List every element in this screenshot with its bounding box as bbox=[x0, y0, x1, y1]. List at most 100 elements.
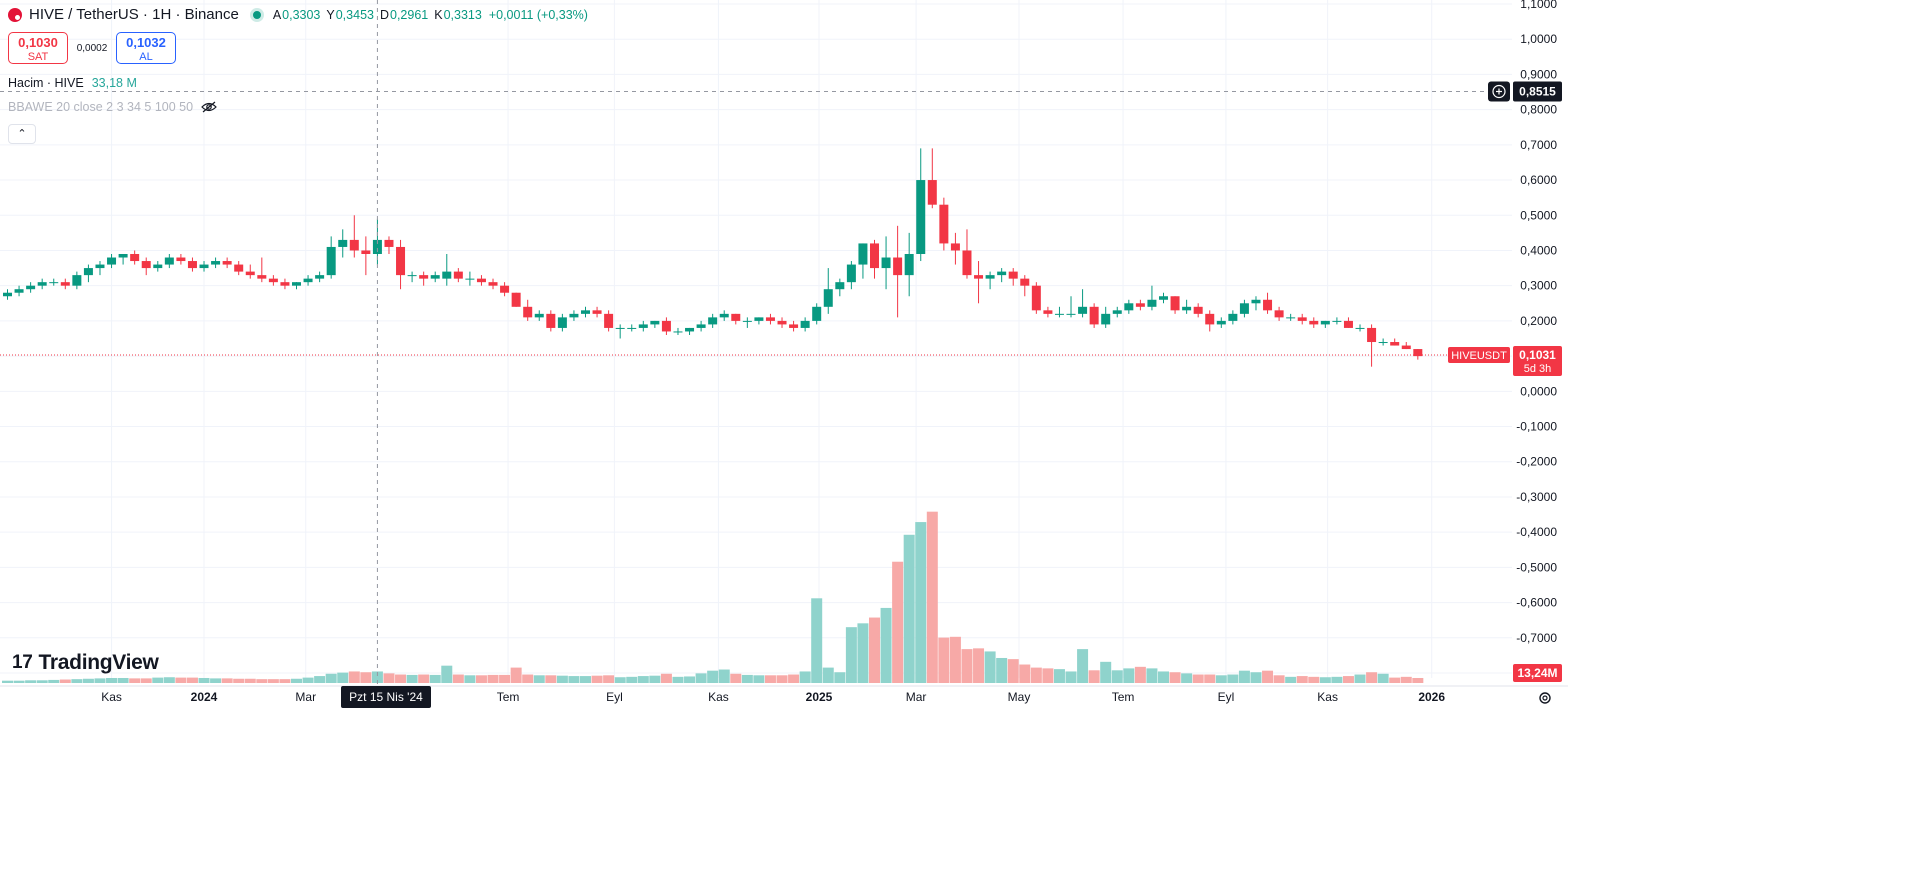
candle-body[interactable] bbox=[141, 261, 151, 269]
candle-body[interactable] bbox=[95, 264, 105, 269]
collapse-legend-button[interactable]: ⌃ bbox=[8, 124, 36, 144]
candle-body[interactable] bbox=[1089, 306, 1099, 325]
candle-body[interactable] bbox=[83, 268, 93, 276]
candle-body[interactable] bbox=[60, 282, 70, 286]
candlestick-chart[interactable]: 1,1000 1,0000 0,9000 0,8000 0,7000 0,6000 0,50… bbox=[0, 0, 1568, 712]
candle-body[interactable] bbox=[615, 327, 625, 329]
candle-body[interactable] bbox=[3, 292, 12, 297]
candle-body[interactable] bbox=[465, 278, 475, 280]
candle-body[interactable] bbox=[708, 317, 718, 325]
candle-body[interactable] bbox=[1390, 342, 1400, 346]
candle-body[interactable] bbox=[719, 313, 729, 318]
candle-body[interactable] bbox=[592, 310, 602, 314]
candle-body[interactable] bbox=[1031, 285, 1041, 311]
candle-body[interactable] bbox=[627, 327, 637, 329]
candle-body[interactable] bbox=[234, 264, 244, 272]
candle-body[interactable] bbox=[974, 275, 984, 279]
candle-body[interactable] bbox=[476, 278, 486, 283]
volume-legend[interactable]: Hacim · HIVE 33,18 M bbox=[8, 76, 137, 90]
candle-body[interactable] bbox=[534, 313, 544, 318]
candle-body[interactable] bbox=[222, 261, 232, 265]
candle-body[interactable] bbox=[1309, 320, 1319, 325]
candle-body[interactable] bbox=[164, 257, 174, 265]
candle-body[interactable] bbox=[372, 239, 382, 254]
candle-body[interactable] bbox=[765, 317, 775, 321]
candle-body[interactable] bbox=[500, 285, 510, 293]
candle-body[interactable] bbox=[26, 285, 36, 290]
candle-body[interactable] bbox=[176, 257, 186, 262]
candle-body[interactable] bbox=[638, 324, 648, 328]
candle-body[interactable] bbox=[211, 261, 221, 265]
tradingview-logo[interactable]: 17 TradingView bbox=[12, 651, 159, 675]
candle-body[interactable] bbox=[1147, 299, 1157, 307]
candle-body[interactable] bbox=[927, 180, 937, 205]
candle-body[interactable] bbox=[511, 292, 521, 307]
candle-body[interactable] bbox=[1205, 313, 1215, 325]
candle-body[interactable] bbox=[754, 317, 764, 321]
candle-body[interactable] bbox=[199, 264, 209, 269]
candle-body[interactable] bbox=[349, 239, 359, 251]
candle-body[interactable] bbox=[604, 313, 614, 328]
candle-body[interactable] bbox=[731, 313, 741, 321]
candle-body[interactable] bbox=[1251, 299, 1261, 304]
candle-body[interactable] bbox=[789, 324, 799, 328]
candle-body[interactable] bbox=[187, 261, 197, 269]
candle-body[interactable] bbox=[661, 320, 671, 332]
candle-body[interactable] bbox=[407, 275, 417, 277]
candle-body[interactable] bbox=[777, 320, 787, 325]
candle-body[interactable] bbox=[742, 320, 752, 322]
candle-body[interactable] bbox=[997, 271, 1007, 276]
candle-body[interactable] bbox=[1112, 310, 1122, 314]
candle-body[interactable] bbox=[546, 313, 556, 328]
candle-body[interactable] bbox=[430, 275, 440, 279]
candle-body[interactable] bbox=[870, 243, 879, 269]
buy-button[interactable]: 0,1032 AL bbox=[116, 32, 176, 64]
candle-body[interactable] bbox=[1367, 327, 1377, 343]
candle-body[interactable] bbox=[1193, 306, 1203, 314]
candle-body[interactable] bbox=[846, 264, 856, 283]
candle-body[interactable] bbox=[893, 257, 903, 276]
candle-body[interactable] bbox=[118, 253, 128, 258]
candle-body[interactable] bbox=[1135, 303, 1145, 307]
candle-body[interactable] bbox=[1043, 310, 1053, 314]
candle-body[interactable] bbox=[1182, 306, 1192, 311]
candle-body[interactable] bbox=[361, 250, 371, 254]
candle-body[interactable] bbox=[1020, 278, 1030, 286]
candle-body[interactable] bbox=[1320, 320, 1330, 325]
candle-body[interactable] bbox=[985, 275, 995, 279]
candle-body[interactable] bbox=[835, 282, 845, 290]
indicator-legend[interactable]: BBAWE 20 close 2 3 34 5 100 50 bbox=[8, 100, 217, 114]
candle-body[interactable] bbox=[315, 275, 325, 279]
candle-body[interactable] bbox=[904, 253, 914, 276]
candle-body[interactable] bbox=[1332, 320, 1342, 322]
candle-body[interactable] bbox=[1101, 313, 1111, 325]
candle-body[interactable] bbox=[1413, 349, 1423, 357]
candle-body[interactable] bbox=[881, 257, 891, 269]
candle-body[interactable] bbox=[292, 282, 301, 286]
candle-body[interactable] bbox=[916, 180, 926, 254]
candle-body[interactable] bbox=[650, 320, 660, 325]
symbol-title[interactable]: HIVE / TetherUS · 1H · Binance bbox=[29, 6, 239, 23]
candle-body[interactable] bbox=[696, 324, 706, 328]
candle-body[interactable] bbox=[37, 282, 47, 286]
candle-body[interactable] bbox=[396, 246, 406, 276]
candle-body[interactable] bbox=[384, 239, 394, 247]
candle-body[interactable] bbox=[280, 282, 290, 286]
candle-body[interactable] bbox=[673, 331, 683, 333]
candle-body[interactable] bbox=[1297, 317, 1307, 321]
candle-body[interactable] bbox=[581, 310, 590, 314]
candle-body[interactable] bbox=[685, 327, 695, 332]
candle-body[interactable] bbox=[1286, 317, 1296, 319]
candle-body[interactable] bbox=[569, 313, 579, 318]
candle-body[interactable] bbox=[858, 243, 868, 265]
candle-body[interactable] bbox=[1239, 303, 1249, 314]
candle-body[interactable] bbox=[523, 306, 533, 318]
candle-body[interactable] bbox=[1170, 296, 1180, 311]
candle-body[interactable] bbox=[1378, 342, 1388, 344]
candle-body[interactable] bbox=[338, 239, 348, 247]
candle-body[interactable] bbox=[823, 289, 833, 307]
candle-body[interactable] bbox=[1078, 306, 1088, 314]
candle-body[interactable] bbox=[153, 264, 163, 269]
candle-body[interactable] bbox=[800, 320, 810, 328]
settings-gear-icon[interactable] bbox=[1539, 692, 1551, 704]
